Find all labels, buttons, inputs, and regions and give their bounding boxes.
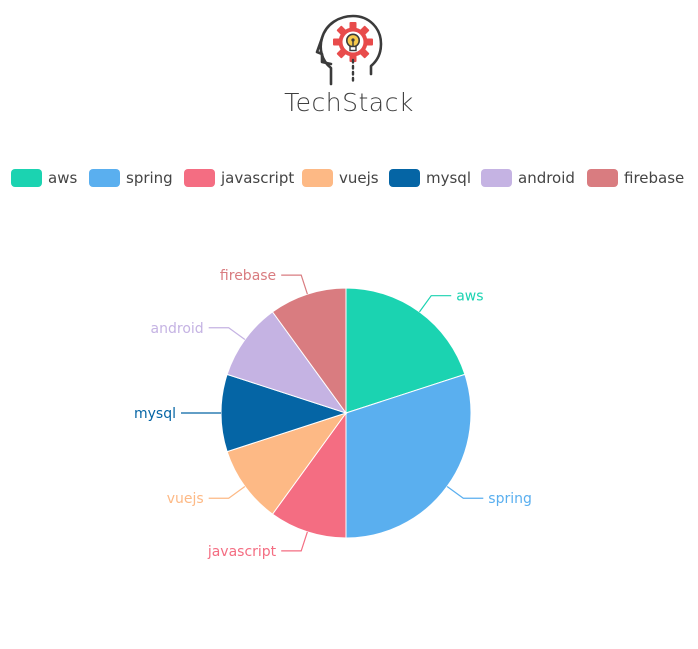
pie-label-firebase: firebase: [220, 268, 276, 284]
pie-label-aws: aws: [456, 289, 483, 305]
pie-leader-aws: [418, 295, 452, 313]
pie-slice-aws[interactable]: [345, 287, 466, 414]
chart-legend: aws spring javascript vuejs mysql androi…: [0, 166, 698, 190]
legend-swatch-mysql: [389, 169, 420, 187]
pie-leader-firebase: [281, 274, 308, 295]
legend-swatch-android: [481, 169, 512, 187]
pie-slice-vuejs[interactable]: [226, 412, 348, 515]
legend-swatch-aws: [11, 169, 42, 187]
pie-label-mysql: mysql: [134, 406, 176, 422]
pie-slice-spring[interactable]: [345, 373, 472, 539]
legend-label-mysql: mysql: [426, 169, 471, 187]
pie-slice-firebase[interactable]: [271, 287, 347, 415]
legend-item-aws[interactable]: aws: [11, 166, 77, 190]
pie-slice-android[interactable]: [226, 311, 348, 414]
pie-slice-javascript[interactable]: [271, 411, 347, 539]
legend-item-android[interactable]: android: [481, 166, 575, 190]
legend-label-vuejs: vuejs: [339, 169, 379, 187]
legend-item-javascript[interactable]: javascript: [184, 166, 294, 190]
legend-item-vuejs[interactable]: vuejs: [302, 166, 379, 190]
legend-swatch-firebase: [587, 169, 618, 187]
pie-label-android: android: [151, 321, 204, 337]
pie-label-spring: spring: [488, 491, 532, 507]
legend-item-mysql[interactable]: mysql: [389, 166, 471, 190]
pie-leader-spring: [446, 485, 484, 499]
legend-label-firebase: firebase: [624, 169, 685, 187]
pie-slice-mysql[interactable]: [220, 373, 348, 453]
pie-leader-javascript: [281, 531, 308, 552]
legend-label-spring: spring: [126, 169, 173, 187]
logo: [0, 8, 698, 92]
head-gear-lightbulb-icon: [315, 14, 383, 86]
pie-leader-android: [208, 327, 246, 341]
legend-swatch-javascript: [184, 169, 215, 187]
legend-label-aws: aws: [48, 169, 78, 187]
legend-swatch-vuejs: [302, 169, 333, 187]
legend-label-javascript: javascript: [221, 169, 295, 187]
legend-item-spring[interactable]: spring: [89, 166, 173, 190]
legend-item-firebase[interactable]: firebase: [587, 166, 684, 190]
pie-label-javascript: javascript: [207, 544, 277, 560]
page-title: TechStack: [284, 88, 414, 117]
legend-swatch-spring: [89, 169, 120, 187]
pie-label-vuejs: vuejs: [167, 491, 204, 507]
pie-leader-vuejs: [208, 485, 246, 499]
legend-label-android: android: [518, 169, 575, 187]
